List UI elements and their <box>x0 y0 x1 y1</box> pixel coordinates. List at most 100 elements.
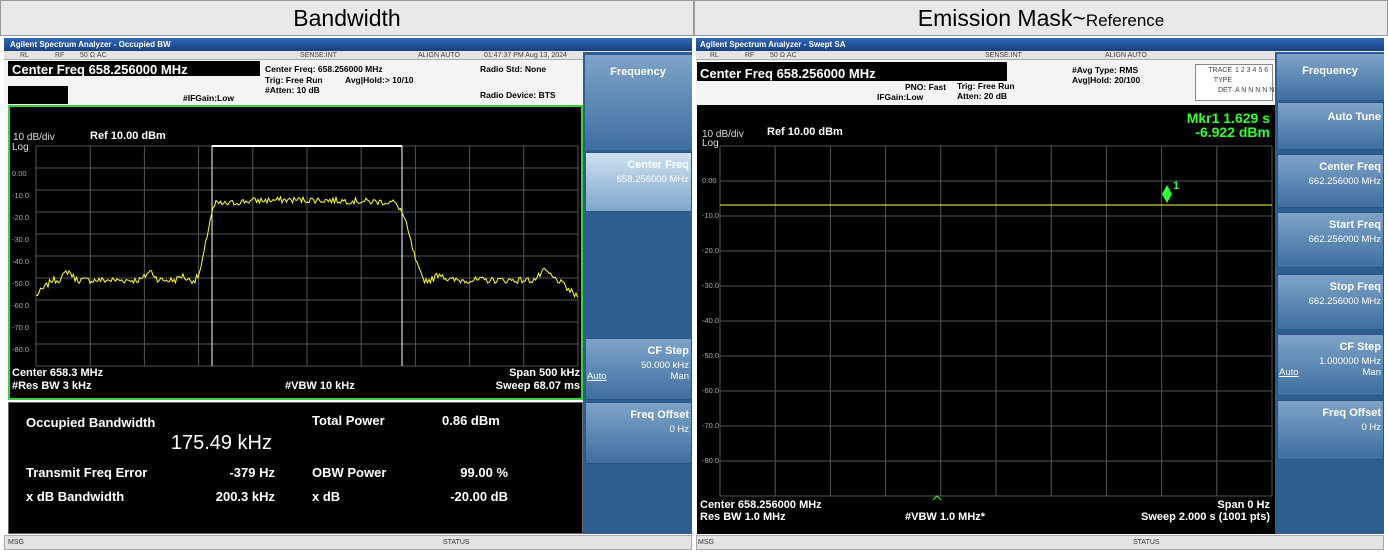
softkey[interactable] <box>1277 274 1384 330</box>
softkey[interactable] <box>1277 334 1384 396</box>
header-title: Emission Mask~Reference <box>918 7 1165 30</box>
label: DET <box>1218 87 1232 94</box>
softkey-value: 1.000000 MHz <box>1319 356 1381 367</box>
softkey[interactable] <box>585 152 692 212</box>
label: A N N N N N <box>1235 87 1275 94</box>
y-tick-label: -20.0 <box>702 246 720 255</box>
softkey[interactable] <box>1277 102 1384 150</box>
status-row <box>696 51 1384 60</box>
label: Res BW 1.0 MHz <box>700 511 786 523</box>
label: SENSE:INT <box>300 52 337 59</box>
label: STATUS <box>1133 539 1160 546</box>
label: Center Freq 658.256000 MHz <box>700 66 876 81</box>
label: Center 658.256000 MHz <box>700 499 822 511</box>
marker-readout: -6.922 dBm <box>1195 124 1270 140</box>
softkey-label: Freq Offset <box>1322 407 1381 419</box>
label: Total Power <box>312 413 385 428</box>
y-tick-label: -70.0 <box>12 323 30 332</box>
y-tick-label: -40.0 <box>702 316 720 325</box>
label: RF <box>745 52 755 59</box>
label: Span 0 Hz <box>1217 499 1270 511</box>
label: #VBW 10 kHz <box>285 380 355 392</box>
label: ALIGN AUTO <box>1105 52 1147 59</box>
label: Center Freq 658.256000 MHz <box>12 62 188 77</box>
header-title: Bandwidth <box>293 5 401 31</box>
y-tick-label: -10.0 <box>12 191 30 200</box>
header-title-suffix: Reference <box>1085 11 1165 30</box>
softkey[interactable] <box>585 338 692 400</box>
marker-number: 1 <box>1173 180 1180 192</box>
softkey-label: Freq Offset <box>630 409 689 421</box>
label: STATUS <box>443 539 470 546</box>
center-freq-box <box>8 61 260 76</box>
softkey-value: 50.000 kHz <box>640 360 689 371</box>
label: Log <box>702 138 719 149</box>
label: TRACE <box>1208 67 1232 74</box>
screen <box>8 105 583 400</box>
label: Radio Device: BTS <box>480 90 556 100</box>
label: IFGain:Low <box>877 92 924 102</box>
label: Agilent Spectrum Analyzer - Swept SA <box>700 40 846 49</box>
y-tick-label: 0.00 <box>702 176 717 185</box>
label: x dB Bandwidth <box>26 489 125 504</box>
softkey-header[interactable] <box>1277 54 1384 100</box>
marker-readout: Mkr1 1.629 s <box>1186 110 1270 126</box>
center-freq-box-lower <box>8 86 68 104</box>
label: #Avg Type: RMS <box>1072 65 1139 75</box>
label: Occupied Bandwidth <box>26 415 156 430</box>
label: Avg|Hold: 20/100 <box>1072 75 1141 85</box>
y-tick-label: -10.0 <box>702 211 720 220</box>
softkey[interactable] <box>1277 154 1384 208</box>
softkey-value: 662.256000 MHz <box>1308 296 1381 307</box>
softkey-value: 658.256000 MHz <box>616 174 689 185</box>
label: PNO: Fast <box>905 82 947 92</box>
label: #Res BW 3 kHz <box>12 380 92 392</box>
label: #VBW 1.0 MHz* <box>905 511 986 523</box>
menu-title: Frequency <box>1302 65 1358 77</box>
results-panel <box>8 402 583 534</box>
label: RL <box>710 52 719 59</box>
label: Transmit Freq Error <box>26 465 148 480</box>
y-tick-label: -30.0 <box>702 281 720 290</box>
softkey-label: Start Freq <box>1329 219 1381 231</box>
softkey-value: 0 Hz <box>669 424 689 435</box>
softkey-option: Auto <box>1279 367 1299 378</box>
softkey-option: Auto <box>587 371 607 382</box>
y-tick-label: -70.0 <box>702 421 720 430</box>
label: Center Freq: 658.256000 MHz <box>265 64 383 74</box>
softkey-label: Auto Tune <box>1327 111 1381 123</box>
softkey[interactable] <box>1277 400 1384 460</box>
softkey[interactable] <box>1277 212 1384 268</box>
softkey-header[interactable] <box>585 55 692 150</box>
label: Log <box>12 142 29 153</box>
softkey-label: Center Freq <box>1319 161 1381 173</box>
label: #Atten: 10 dB <box>265 85 320 95</box>
softkey[interactable] <box>585 402 692 464</box>
label: Sweep 2.000 s (1001 pts) <box>1140 511 1270 523</box>
trace-table <box>1195 64 1273 101</box>
label: Span 500 kHz <box>509 367 580 379</box>
label: Ref 10.00 dBm <box>90 130 166 142</box>
label: Sweep 68.07 ms <box>495 380 580 392</box>
y-tick-label: -20.0 <box>12 213 30 222</box>
window-title-bar <box>4 38 692 51</box>
label: 10 dB/div <box>702 129 744 140</box>
label: Trig: Free Run <box>957 81 1015 91</box>
label: 175.49 kHz <box>170 432 272 454</box>
label: Ref 10.00 dBm <box>767 126 843 138</box>
softkey-value: 0 Hz <box>1361 422 1381 433</box>
label: 50 Ω AC <box>80 52 107 59</box>
label: RF <box>55 52 65 59</box>
header-title: Emission Mask~ <box>917 5 1086 31</box>
label: 0.86 dBm <box>442 413 500 428</box>
label: Center 658.3 MHz <box>12 367 104 379</box>
label: Agilent Spectrum Analyzer - Occupied BW <box>10 40 171 49</box>
label: Trig: Free Run <box>265 75 323 85</box>
label: 10 dB/div <box>13 132 55 143</box>
label: x dB <box>312 489 341 504</box>
status-row <box>4 51 692 60</box>
center-freq-box <box>697 62 1007 81</box>
label: ALIGN AUTO <box>418 52 460 59</box>
label: OBW Power <box>312 465 387 480</box>
